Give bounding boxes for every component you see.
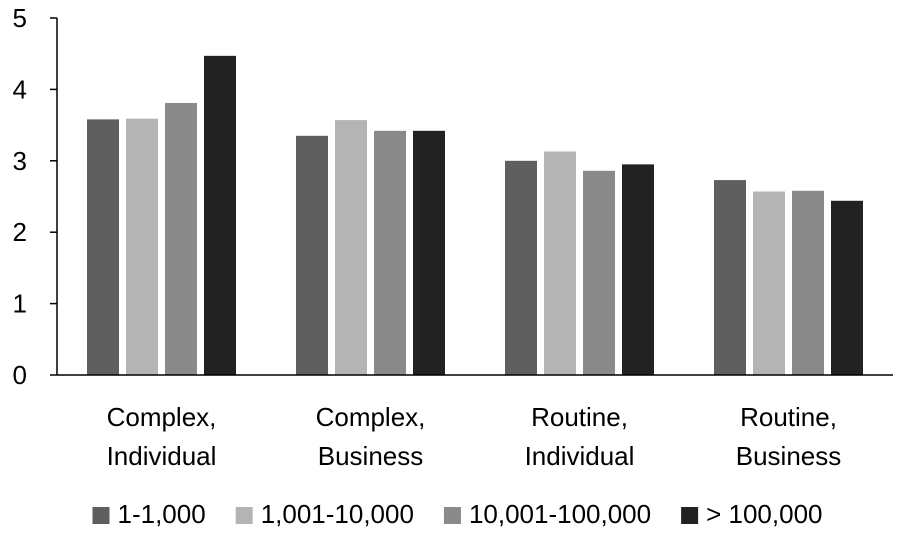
bar-3-series-3 — [583, 170, 615, 375]
legend-item: 1-1,000 — [92, 499, 206, 529]
y-tick-label: 0 — [13, 360, 27, 390]
legend-label: > 100,000 — [706, 499, 822, 529]
legend-swatch — [235, 507, 253, 524]
bar-4-series-3 — [792, 190, 824, 375]
category-label: Routine, Business — [736, 402, 842, 471]
y-tick-label: 2 — [13, 217, 27, 247]
bars-layer — [87, 55, 863, 376]
category-label-line: Complex, — [316, 402, 426, 432]
category-label: Complex, Business — [316, 402, 426, 471]
bar-4-series-2 — [753, 191, 785, 375]
bar-4-series-1 — [714, 180, 746, 375]
legend-swatch — [92, 507, 110, 524]
bar-1-series-2 — [126, 118, 158, 375]
category-label-line: Individual — [107, 441, 217, 471]
legend-label: 10,001-100,000 — [469, 499, 651, 529]
axes-layer — [50, 17, 893, 376]
bar-1-series-1 — [87, 119, 119, 375]
bar-4-series-4 — [831, 200, 863, 375]
bar-2-series-1 — [296, 135, 328, 375]
category-label-line: Business — [318, 441, 424, 471]
category-label-line: Individual — [525, 441, 635, 471]
bar-1-series-4 — [204, 55, 236, 375]
y-tick-label: 3 — [13, 146, 27, 176]
bar-2-series-4 — [413, 130, 445, 375]
category-label-line: Routine, — [531, 402, 628, 432]
legend-item: > 100,000 — [681, 499, 823, 529]
y-tick-labels: 0 1 2 3 4 5 — [13, 3, 27, 390]
legend-item: 10,001-100,000 — [443, 499, 651, 529]
bar-1-series-3 — [165, 102, 197, 375]
bar-2-series-2 — [335, 120, 367, 376]
legend-swatch — [681, 507, 699, 524]
bar-2-series-3 — [374, 130, 406, 375]
bar-3-series-4 — [622, 164, 654, 375]
legend-swatch — [443, 507, 461, 524]
y-tick-label: 5 — [13, 3, 27, 33]
category-label-line: Business — [736, 441, 842, 471]
legend: 1-1,000 1,001-10,000 10,001-100,000 > 100,0… — [92, 499, 823, 529]
category-label: Complex, Individual — [107, 402, 217, 471]
legend-label: 1,001-10,000 — [261, 499, 414, 529]
category-label: Routine, Individual — [525, 402, 635, 471]
category-label-line: Complex, — [107, 402, 217, 432]
category-label-line: Routine, — [740, 402, 837, 432]
legend-label: 1-1,000 — [118, 499, 206, 529]
y-tick-label: 4 — [13, 74, 27, 104]
bar-3-series-2 — [544, 151, 576, 375]
y-tick-label: 1 — [13, 289, 27, 319]
bar-3-series-1 — [505, 160, 537, 375]
legend-item: 1,001-10,000 — [235, 499, 414, 529]
